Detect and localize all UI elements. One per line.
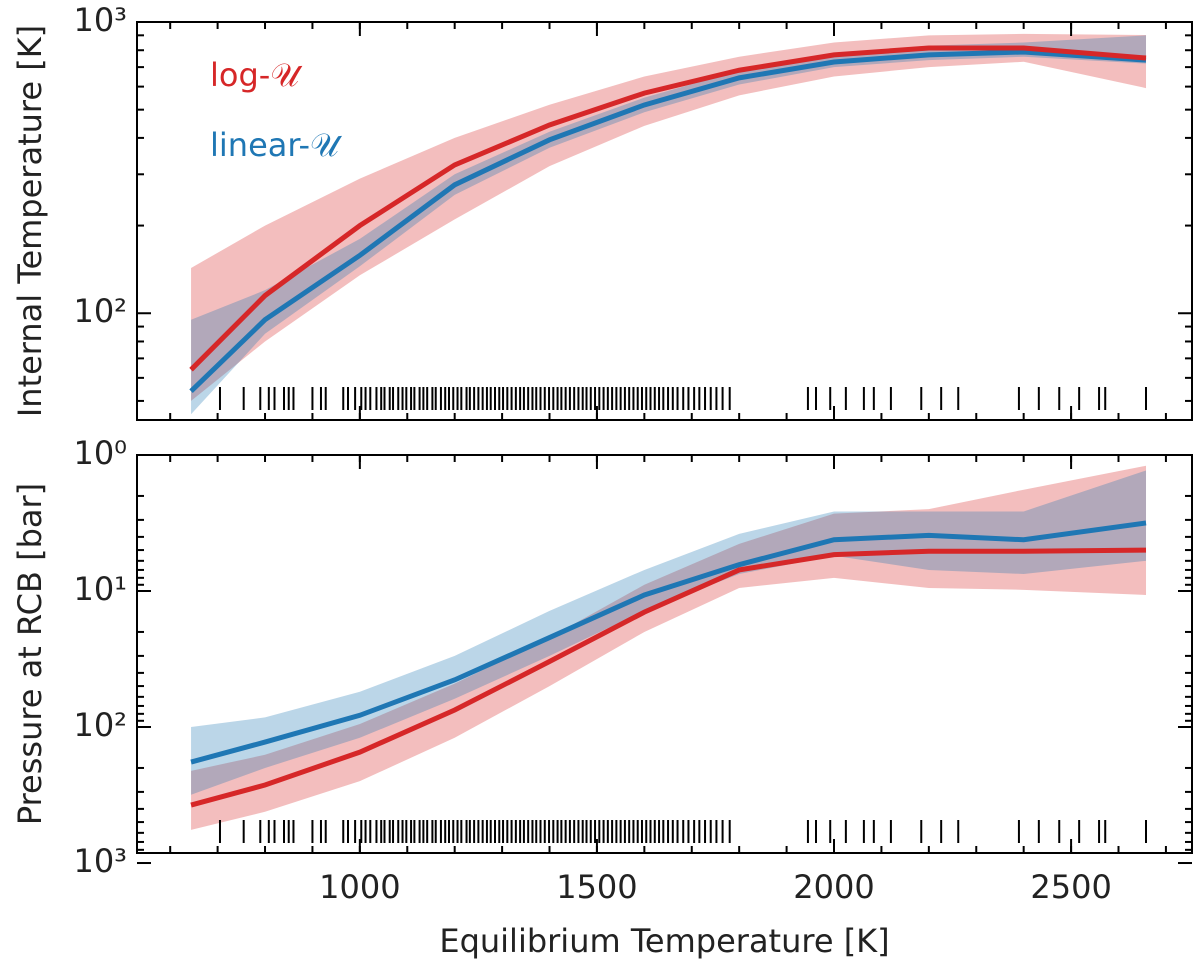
x-axis-label: Equilibrium Temperature [K] xyxy=(439,922,889,960)
legend-entry: linear-𝒰 xyxy=(210,126,343,164)
x-tick-label: 2500 xyxy=(1030,868,1111,906)
line xyxy=(189,49,1147,393)
band xyxy=(191,33,1147,401)
x-tick-label: 1500 xyxy=(556,868,637,906)
axes-frame xyxy=(136,454,1193,854)
x-tick-label: 2000 xyxy=(793,868,874,906)
line xyxy=(189,45,1147,372)
axes-frame xyxy=(136,21,1193,421)
line xyxy=(190,520,1147,765)
x-tick-label: 1000 xyxy=(319,868,400,906)
legend-entry: log-𝒰 xyxy=(210,56,303,94)
y-tick-label: 10¹ xyxy=(73,570,127,608)
band xyxy=(191,35,1147,415)
y-tick-label: 10⁰ xyxy=(73,434,127,472)
line xyxy=(190,547,1147,808)
band xyxy=(191,465,1147,830)
y-tick-label: 10² xyxy=(73,706,127,744)
y-axis-label: Pressure at RCB [bar] xyxy=(11,483,49,825)
y-tick-label: 10³ xyxy=(73,1,127,39)
y-tick-label: 10³ xyxy=(73,842,127,880)
y-tick-label: 10² xyxy=(73,292,127,330)
y-axis-label: Internal Temperature [K] xyxy=(11,25,49,417)
